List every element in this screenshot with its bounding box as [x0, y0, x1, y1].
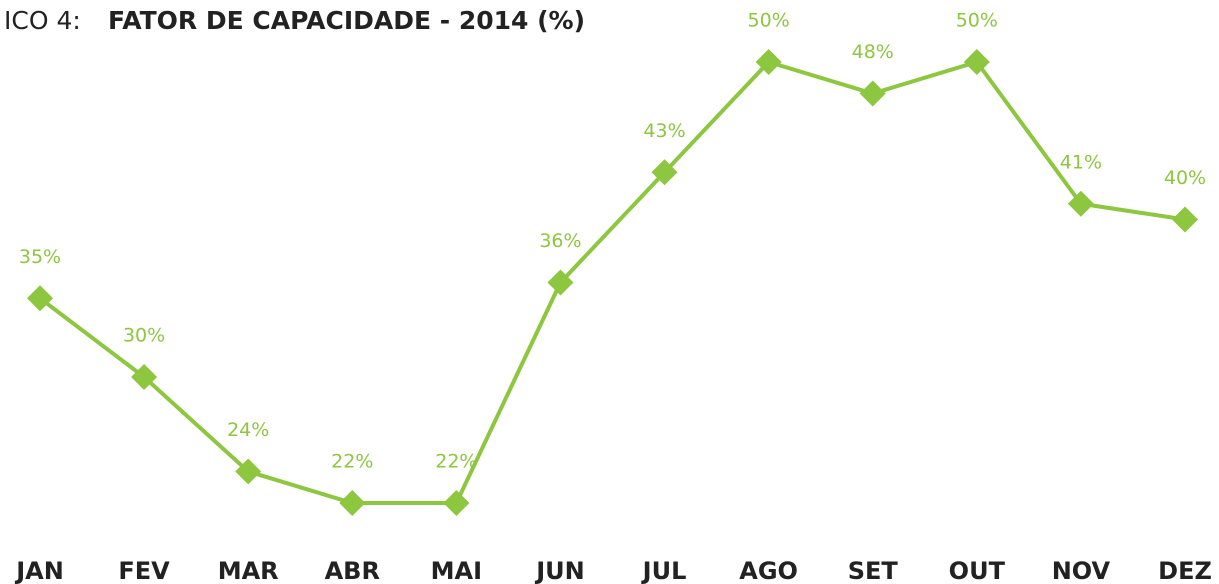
data-label: 30%	[123, 325, 165, 347]
marker	[1172, 206, 1198, 233]
data-label: 40%	[1164, 167, 1206, 189]
data-label: 35%	[19, 246, 61, 268]
marker	[963, 49, 990, 75]
marker	[1067, 190, 1094, 217]
x-tick-label: AGO	[739, 557, 798, 584]
x-tick-label: ABR	[325, 557, 380, 584]
marker	[443, 490, 470, 516]
marker	[547, 269, 574, 296]
data-label: 43%	[643, 120, 685, 142]
marker	[27, 285, 53, 312]
marker	[339, 490, 366, 516]
x-tick-label: FEV	[118, 557, 170, 584]
data-label: 50%	[748, 10, 790, 32]
marker	[131, 364, 158, 390]
x-tick-label: JAN	[14, 557, 64, 584]
chart-title-prefix: ICO 4:	[4, 6, 81, 35]
x-tick-label: JUL	[641, 557, 687, 584]
x-tick-label: OUT	[949, 557, 1006, 584]
x-tick-label: MAI	[431, 557, 482, 584]
data-label: 24%	[227, 419, 269, 441]
x-tick-label: SET	[848, 557, 899, 584]
marker	[755, 49, 782, 75]
data-label: 36%	[539, 230, 581, 252]
marker	[235, 458, 262, 485]
data-label: 41%	[1060, 151, 1102, 173]
x-tick-label: DEZ	[1158, 557, 1212, 584]
marker	[651, 159, 678, 186]
data-label: 22%	[331, 451, 373, 473]
x-tick-label: MAR	[218, 557, 279, 584]
data-label: 50%	[956, 10, 998, 32]
line	[38, 59, 1186, 505]
x-tick-label: NOV	[1052, 557, 1111, 584]
chart-title: FATOR DE CAPACIDADE - 2014 (%)	[108, 6, 585, 35]
x-tick-label: JUN	[534, 557, 585, 584]
data-label: 48%	[852, 41, 894, 63]
data-label: 22%	[435, 451, 477, 473]
marker	[859, 80, 886, 107]
